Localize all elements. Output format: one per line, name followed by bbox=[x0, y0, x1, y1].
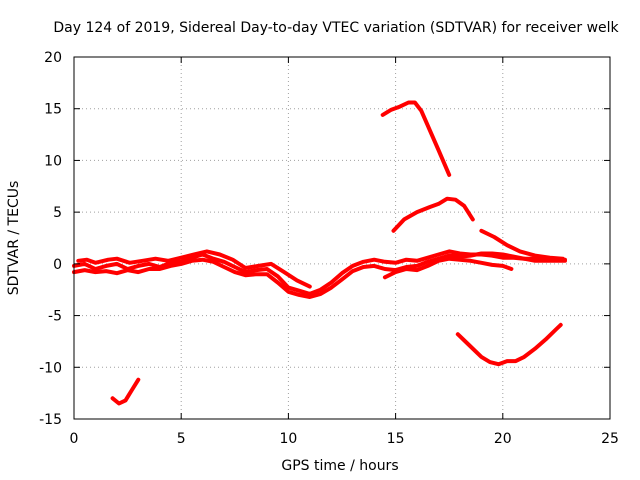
x-tick-label: 0 bbox=[70, 431, 79, 447]
series-track-2 bbox=[72, 251, 567, 299]
series-track-1 bbox=[72, 249, 567, 296]
chart-title: Day 124 of 2019, Sidereal Day-to-day VTE… bbox=[53, 20, 619, 36]
series-track-7 bbox=[391, 196, 475, 233]
plot-frame bbox=[73, 56, 611, 420]
series-track-5 bbox=[110, 377, 141, 406]
x-tick-label: 25 bbox=[601, 431, 619, 447]
series-track-4 bbox=[382, 256, 514, 280]
y-tick-label: 15 bbox=[44, 102, 62, 118]
series-track-9 bbox=[455, 322, 563, 367]
data-series bbox=[72, 100, 567, 406]
axis-ticks: 0 5 10 15 20 25 -15 -10 -5 0 5 10 15 20 bbox=[39, 50, 619, 447]
y-axis-label: SDTVAR / TECUs bbox=[6, 181, 22, 296]
y-tick-label: 20 bbox=[44, 50, 62, 66]
series-track-3 bbox=[76, 249, 312, 289]
y-tick-label: -5 bbox=[48, 309, 62, 325]
x-tick-label: 15 bbox=[387, 431, 405, 447]
y-tick-label: 0 bbox=[53, 257, 62, 273]
grid-lines bbox=[74, 57, 610, 419]
y-tick-label: -10 bbox=[39, 360, 62, 376]
series-track-6 bbox=[380, 100, 452, 177]
y-tick-label: 5 bbox=[53, 205, 62, 221]
x-tick-label: 5 bbox=[177, 431, 186, 447]
x-axis-label: GPS time / hours bbox=[281, 458, 398, 474]
x-tick-label: 10 bbox=[279, 431, 297, 447]
y-tick-label: 10 bbox=[44, 153, 62, 169]
x-tick-label: 20 bbox=[494, 431, 512, 447]
series-track-8 bbox=[479, 228, 565, 261]
y-tick-label: -15 bbox=[39, 412, 62, 428]
